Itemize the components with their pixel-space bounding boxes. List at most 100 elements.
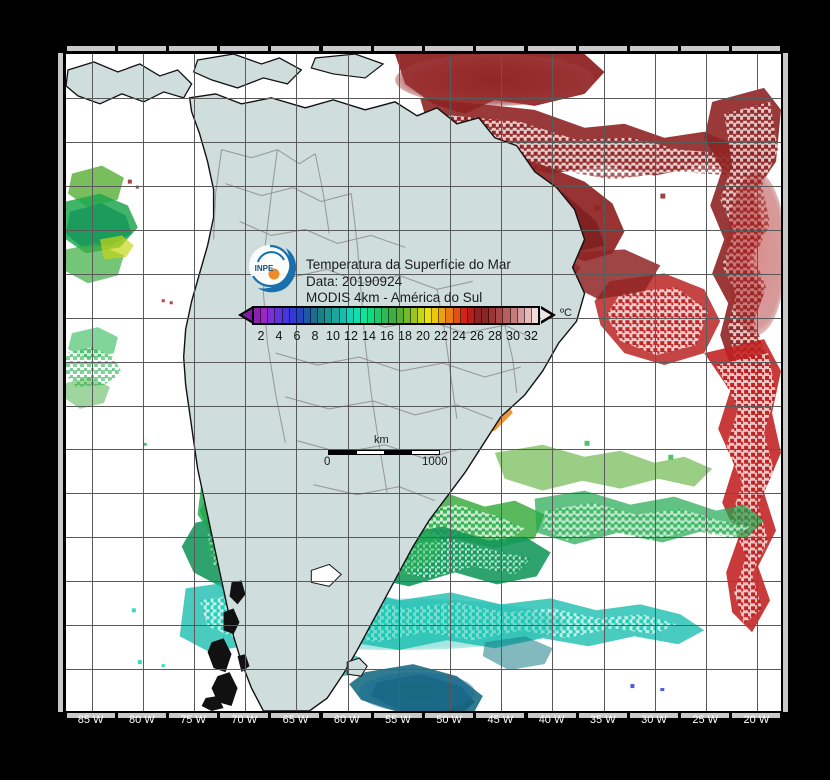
frame-tick-right: [783, 668, 788, 713]
scalebar-segments: [328, 450, 440, 455]
colorbar-swatch: [296, 308, 304, 323]
colorbar-swatch: [417, 308, 425, 323]
scalebar-segment: [411, 451, 439, 454]
longitude-tick-label: 45 W: [487, 714, 514, 726]
longitude-tick-label: 70 W: [231, 714, 258, 726]
frame-tick-left: [58, 624, 63, 669]
colorbar-tick-label: 10: [326, 329, 340, 343]
map-frame[interactable]: INPE Temperatura da Superfície do Mar Da…: [65, 53, 782, 712]
scalebar-segment: [384, 451, 412, 454]
frame-tick-left: [58, 316, 63, 361]
colorbar-tick-label: 30: [506, 329, 520, 343]
colorbar-swatch: [375, 308, 383, 323]
frame-tick-left: [58, 272, 63, 317]
frame-tick-top: [629, 46, 678, 51]
frame-tick-bottom: [271, 713, 320, 718]
colorbar-swatch: [360, 308, 368, 323]
colorbar-swatch: [254, 308, 262, 323]
frame-tick-left: [58, 536, 63, 581]
colorbar-swatch: [282, 308, 290, 323]
frame-tick-left: [58, 228, 63, 273]
frame-tick-right: [783, 228, 788, 273]
scalebar-unit-label: km: [374, 434, 389, 446]
colorbar-swatch: [410, 308, 418, 323]
sst-raster-layer: [66, 54, 781, 711]
inpe-logo: INPE: [249, 244, 297, 293]
colorbar-swatch: [268, 308, 276, 323]
product-date: Data: 20190924: [306, 273, 403, 289]
colorbar-swatch: [439, 308, 447, 323]
colorbar-tick-label: 16: [380, 329, 394, 343]
frame-tick-top: [425, 46, 474, 51]
sst-region-east-atlantic: [704, 87, 781, 633]
colorbar-swatch: [318, 308, 326, 323]
frame-tick-right: [783, 580, 788, 625]
longitude-tick-label: 55 W: [385, 714, 411, 726]
patagonia-fjords: [201, 580, 250, 711]
frame-tick-top: [527, 46, 576, 51]
frame-tick-bottom: [169, 713, 218, 718]
longitude-axis: 85 W 80 W 75 W 70 W 65 W 60 W 55 W 50 W 45 W 40 W…: [0, 714, 830, 736]
colorbar-swatch: [289, 308, 297, 323]
frame-tick-left: [58, 668, 63, 713]
frame-tick-left: [58, 448, 63, 493]
frame-tick-top: [578, 46, 627, 51]
colorbar-swatch: [496, 308, 504, 323]
colorbar-swatch: [403, 308, 411, 323]
colorbar-tick-label: 18: [398, 329, 412, 343]
frame-tick-right: [783, 624, 788, 669]
colorbar-swatch: [517, 308, 525, 323]
colorbar-under-fill: [242, 309, 252, 321]
colorbar-swatch: [460, 308, 468, 323]
colorbar-swatch: [332, 308, 340, 323]
longitude-tick-label: 25 W: [692, 714, 719, 726]
frame-tick-right: [783, 448, 788, 493]
colorbar-tick-label: 12: [344, 329, 358, 343]
colorbar-swatch: [446, 308, 454, 323]
frame-tick-top: [322, 46, 371, 51]
colorbar-swatch: [510, 308, 518, 323]
frame-tick-right: [783, 140, 788, 185]
frame-tick-bottom: [373, 713, 422, 718]
frame-tick-right: [783, 184, 788, 229]
map-info-block: Temperatura da Superfície do Mar Data: 2…: [306, 257, 606, 307]
colorbar-tick-label: 6: [293, 329, 301, 343]
scalebar-segment: [356, 451, 384, 454]
frame-tick-right: [783, 536, 788, 581]
scalebar-segment: [329, 451, 357, 454]
product-source: MODIS 4km - América do Sul: [306, 290, 483, 305]
colorbar-tick-label: 28: [488, 329, 502, 343]
frame-tick-bottom: [629, 713, 678, 718]
frame-tick-left: [58, 580, 63, 625]
colorbar-tick-label: 32: [524, 329, 538, 343]
colorbar-swatch: [489, 308, 497, 323]
frame-tick-top: [681, 46, 730, 51]
colorbar-tick-label: 4: [275, 329, 283, 343]
colorbar-unit-label: ºC: [560, 307, 572, 319]
frame-tick-left: [58, 96, 63, 141]
longitude-tick-label: 65 W: [282, 714, 309, 726]
frame-tick-top: [373, 46, 422, 51]
colorbar-swatch: [467, 308, 475, 323]
scalebar-max-label: 1000: [422, 456, 448, 468]
longitude-tick-label: 80 W: [128, 714, 155, 726]
frame-tick-bottom: [425, 713, 474, 718]
colorbar-swatch: [339, 308, 347, 323]
frame-tick-bottom: [732, 713, 781, 718]
frame-tick-left: [58, 404, 63, 449]
longitude-tick-label: 30 W: [641, 714, 667, 726]
frame-tick-right: [783, 316, 788, 361]
frame-tick-right: [783, 52, 788, 97]
frame-tick-bottom: [220, 713, 269, 718]
distance-scalebar: km 0 1000: [324, 434, 448, 470]
longitude-tick-label: 35 W: [589, 714, 616, 726]
temperature-colorbar[interactable]: ºC 2 4 6 8 10 12 14 16 18 20 22 24 26 28 30 32: [238, 304, 572, 350]
frame-tick-bottom: [527, 713, 576, 718]
colorbar-swatch: [531, 308, 538, 323]
longitude-tick-label: 85 W: [77, 714, 104, 726]
colorbar-swatch: [382, 308, 390, 323]
frame-tick-top: [169, 46, 218, 51]
frame-tick-top: [271, 46, 320, 51]
colorbar-swatch: [396, 308, 404, 323]
colorbar-tick-label: 22: [434, 329, 448, 343]
